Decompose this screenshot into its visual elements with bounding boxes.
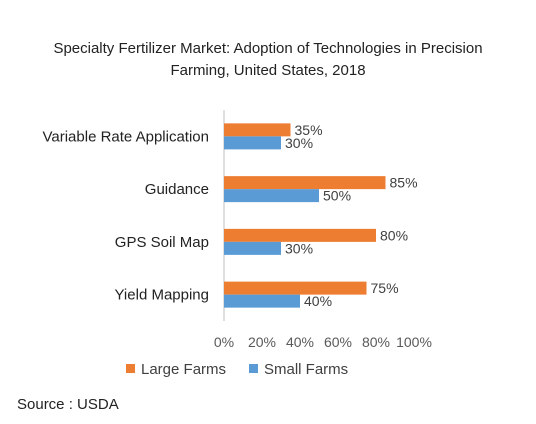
bar-small-farms	[224, 189, 319, 203]
data-label: 50%	[323, 188, 351, 204]
bar-large-farms	[224, 281, 367, 295]
bar-small-farms	[224, 241, 281, 255]
bar-large-farms	[224, 176, 386, 190]
legend-label: Small Farms	[264, 361, 348, 378]
category-label: GPS Soil Map	[115, 234, 209, 251]
chart-title-line-2: Farming, United States, 2018	[170, 62, 366, 79]
source-note: Source : USDA	[17, 396, 119, 413]
legend-swatch	[249, 364, 258, 373]
x-tick-label: 100%	[396, 334, 432, 350]
category-label: Guidance	[145, 181, 209, 198]
bar-small-farms	[224, 136, 281, 150]
x-tick-label: 20%	[248, 334, 276, 350]
bar-small-farms	[224, 294, 300, 308]
x-tick-label: 40%	[286, 334, 314, 350]
bar-large-farms	[224, 228, 376, 242]
x-tick-label: 60%	[324, 334, 352, 350]
data-label: 40%	[304, 293, 332, 309]
category-label: Yield Mapping	[114, 287, 209, 304]
data-label: 80%	[380, 227, 408, 243]
x-tick-label: 0%	[214, 334, 234, 350]
category-label: Variable Rate Application	[43, 128, 210, 145]
data-label: 85%	[390, 175, 418, 191]
chart-title-line-1: Specialty Fertilizer Market: Adoption of…	[53, 40, 483, 57]
legend-swatch	[126, 364, 135, 373]
data-label: 35%	[295, 122, 323, 138]
bar-large-farms	[224, 123, 291, 137]
data-label: 30%	[285, 135, 313, 151]
legend-label: Large Farms	[141, 361, 226, 378]
data-label: 30%	[285, 240, 313, 256]
data-label: 75%	[371, 280, 399, 296]
x-tick-label: 80%	[362, 334, 390, 350]
